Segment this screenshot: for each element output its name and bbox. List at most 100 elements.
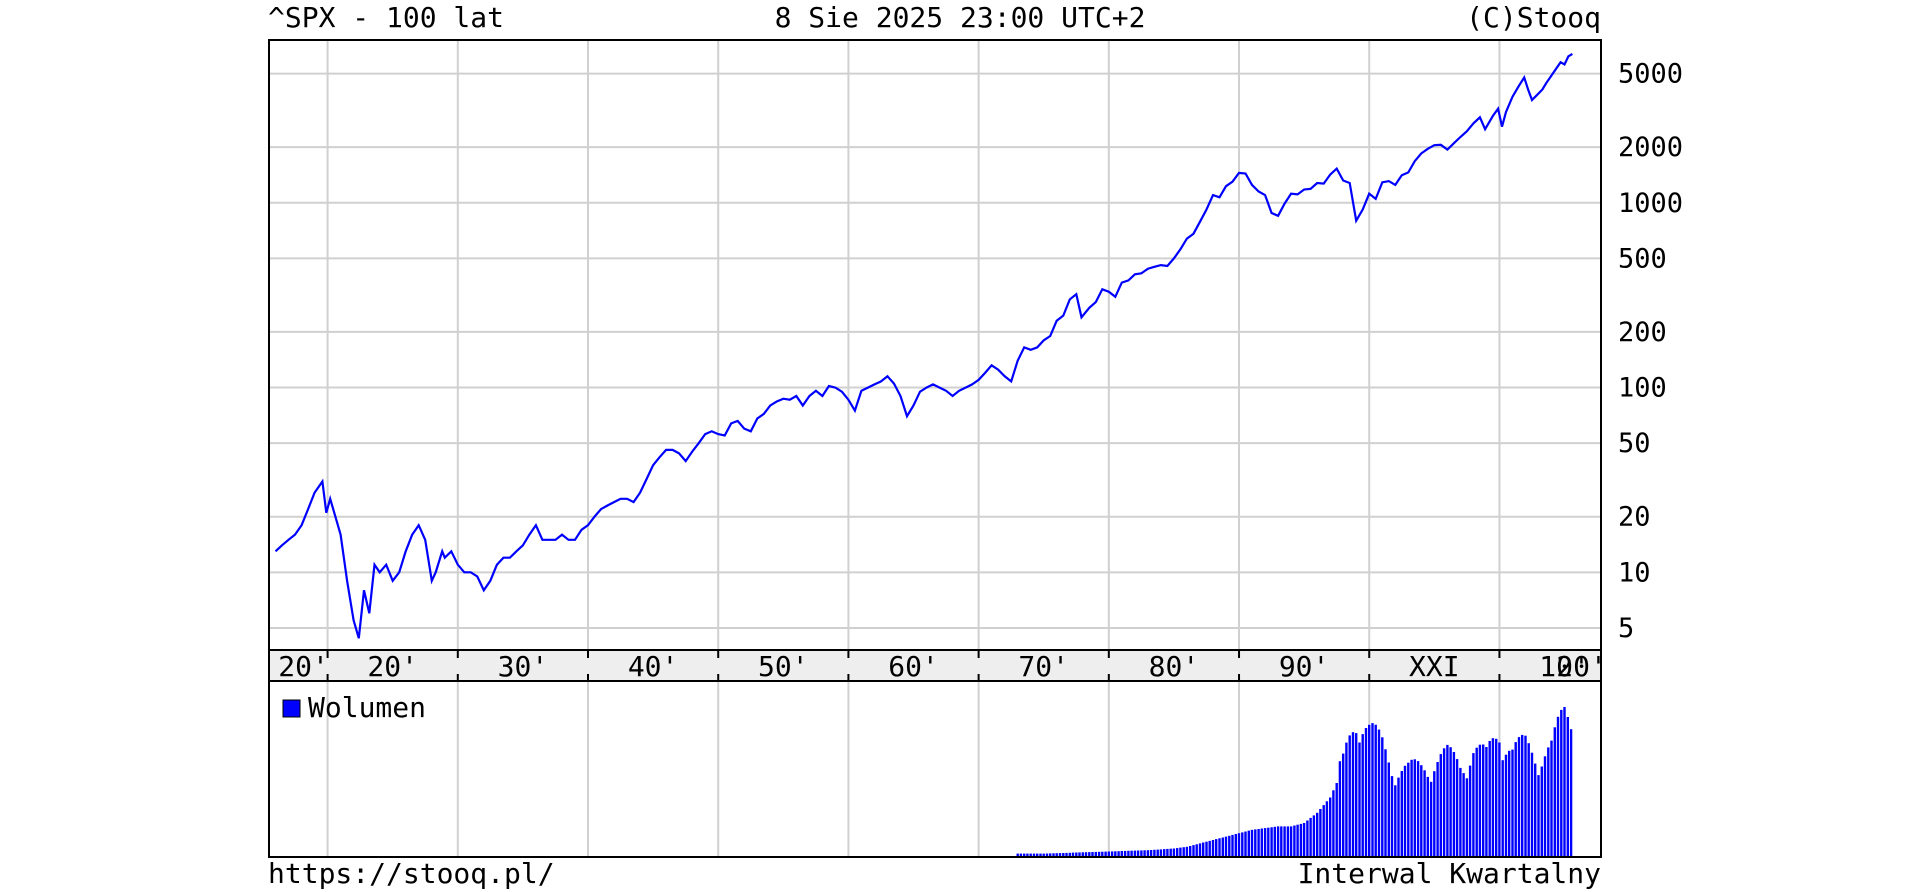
volume-bar <box>1146 850 1150 857</box>
volume-bar <box>1286 826 1290 857</box>
volume-bar <box>1062 853 1065 857</box>
footer-url: https://stooq.pl/ <box>268 857 555 890</box>
volume-bar <box>1534 763 1537 857</box>
volume-bar <box>1296 824 1299 857</box>
volume-bar <box>1159 849 1163 857</box>
volume-bar <box>1039 853 1042 857</box>
volume-bar <box>1335 783 1338 857</box>
volume-bar <box>1511 749 1514 857</box>
volume-bar <box>1319 809 1322 857</box>
volume-bar <box>1244 831 1247 857</box>
volume-bar <box>1426 776 1429 857</box>
volume-bar <box>1361 734 1364 857</box>
volume-bar <box>1566 717 1569 857</box>
chart-title: ^SPX - 100 lat <box>268 1 505 34</box>
volume-bar <box>1075 852 1078 857</box>
volume-bar <box>1452 752 1456 857</box>
volume-bar <box>1149 850 1153 857</box>
volume-legend-label: Wolumen <box>308 691 426 724</box>
volume-bar <box>1495 738 1498 857</box>
volume-bar <box>1348 735 1351 857</box>
volume-bar <box>1172 848 1176 857</box>
volume-bar <box>1550 740 1553 857</box>
volume-bar <box>1364 728 1368 857</box>
price-series-line <box>274 52 1573 639</box>
volume-bar <box>1195 844 1198 858</box>
volume-bar <box>1156 849 1159 857</box>
volume-bar <box>1091 852 1094 857</box>
volume-bar <box>1390 776 1394 857</box>
volume-bar <box>1127 850 1130 857</box>
x-tick-label: 20' <box>278 650 329 683</box>
x-tick-label: 90' <box>1279 650 1330 683</box>
volume-bar <box>1247 830 1250 857</box>
volume-bar <box>1218 838 1221 857</box>
volume-bar <box>1224 836 1228 857</box>
y-tick-label: 10 <box>1618 557 1651 588</box>
volume-bar <box>1273 826 1276 857</box>
volume-bar <box>1120 851 1123 857</box>
volume-bar <box>1384 749 1387 857</box>
volume-bar <box>1293 825 1296 857</box>
volume-bar <box>1280 826 1283 857</box>
volume-bar <box>1358 742 1361 857</box>
volume-bar <box>1023 853 1026 857</box>
volume-bar <box>1029 853 1032 857</box>
volume-bar <box>1189 846 1192 858</box>
y-tick-label: 2000 <box>1618 132 1683 163</box>
y-tick-label: 20 <box>1618 502 1651 533</box>
volume-bar <box>1309 817 1312 857</box>
volume-bar <box>1442 748 1446 857</box>
volume-bar <box>1260 828 1263 857</box>
volume-bar <box>1179 847 1182 857</box>
volume-bar <box>1215 839 1218 857</box>
volume-bar <box>1016 853 1019 857</box>
volume-legend-swatch <box>282 699 301 718</box>
volume-bar <box>1133 850 1137 857</box>
chart-timestamp: 8 Sie 2025 23:00 UTC+2 <box>774 1 1146 34</box>
footer-interval: Interwal Kwartalny <box>1297 857 1601 890</box>
volume-bar <box>1107 851 1110 857</box>
volume-bar <box>1228 835 1231 858</box>
volume-bar <box>1234 834 1237 857</box>
volume-bar <box>1556 716 1560 857</box>
volume-bars <box>1016 707 1573 858</box>
volume-bar <box>1530 752 1534 857</box>
volume-bar <box>1084 852 1088 857</box>
volume-bar <box>1413 759 1416 857</box>
volume-bar <box>1267 827 1270 857</box>
volume-bar <box>1192 845 1195 857</box>
volume-bar <box>1527 743 1530 857</box>
volume-bar <box>1517 737 1521 857</box>
volume-bar <box>1436 762 1439 857</box>
x-tick-label: 30' <box>498 650 549 683</box>
volume-bar <box>1553 727 1556 857</box>
volume-bar <box>1231 834 1234 857</box>
volume-bar <box>1374 724 1377 857</box>
volume-bar <box>1472 753 1475 857</box>
volume-bar <box>1270 827 1273 857</box>
x-tick-label: 40' <box>628 650 679 683</box>
volume-bar <box>1143 850 1146 857</box>
volume-bar <box>1537 775 1540 857</box>
main-grid <box>269 40 1601 650</box>
volume-bar <box>1371 723 1374 857</box>
volume-bar <box>1312 815 1316 857</box>
volume-bar <box>1078 852 1081 857</box>
main-plot-frame <box>268 39 1602 651</box>
volume-bar <box>1449 747 1452 857</box>
volume-bar <box>1329 797 1332 857</box>
volume-bar <box>1049 853 1052 857</box>
volume-bar <box>1019 853 1023 857</box>
x-tick-label: 10' <box>1539 650 1590 683</box>
volume-bar <box>1423 770 1426 857</box>
volume-bar <box>1176 848 1179 857</box>
y-tick-label: 500 <box>1618 243 1667 274</box>
volume-bar <box>1394 785 1397 857</box>
volume-bar <box>1475 747 1478 857</box>
volume-bar <box>1036 853 1039 857</box>
volume-bar <box>1104 851 1107 857</box>
x-axis-labels: 20' 30' 40' 50' 60' 70' 80' 90' XXI 10'20' 20' <box>278 650 1607 683</box>
y-tick-label: 5000 <box>1618 59 1683 90</box>
